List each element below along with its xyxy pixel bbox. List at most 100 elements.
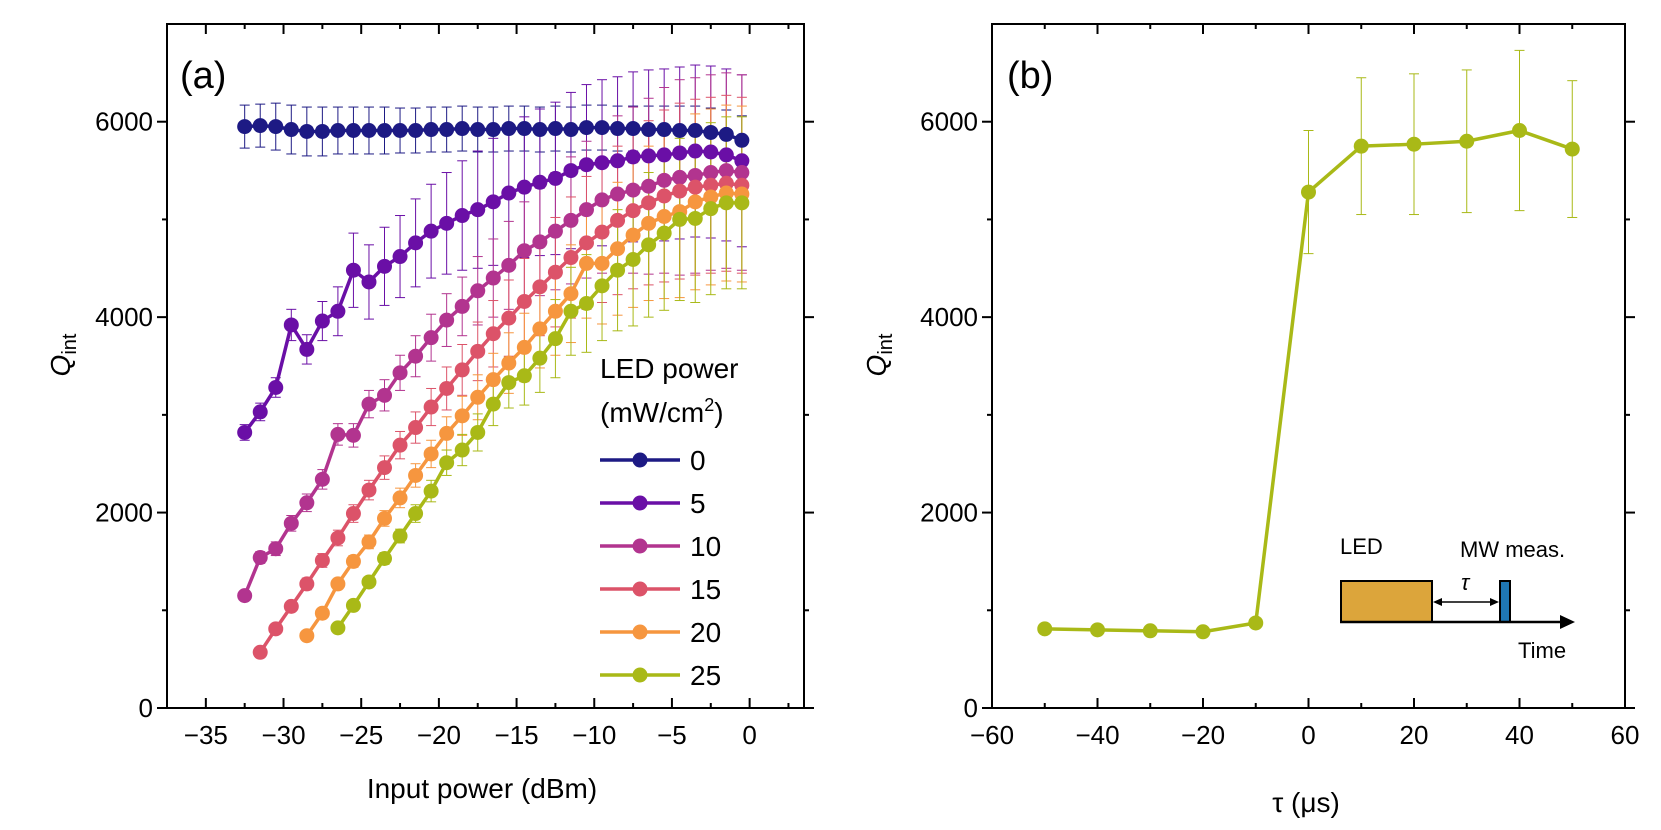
data-point-10 xyxy=(299,495,315,511)
data-point-20 xyxy=(547,303,563,319)
legend-title-line2: (mW/cm2) xyxy=(600,395,724,428)
y-tick-label: 6000 xyxy=(95,107,153,137)
data-point-20 xyxy=(470,389,486,405)
data-point-10 xyxy=(314,471,330,487)
data-point-5 xyxy=(672,145,688,161)
y-tick-label: 0 xyxy=(139,693,153,723)
data-point-5 xyxy=(594,155,610,171)
data-point-10 xyxy=(501,257,517,273)
x-tick-label: 0 xyxy=(742,720,756,750)
data-point-10 xyxy=(408,348,424,364)
data-point-5 xyxy=(345,262,361,278)
data-point-15 xyxy=(610,212,626,228)
legend-marker-10 xyxy=(632,538,648,554)
data-point-0 xyxy=(687,123,703,139)
data-point-0 xyxy=(423,122,439,138)
y-tick-label: 4000 xyxy=(920,302,978,332)
data-point-5 xyxy=(361,274,377,290)
x-tick-label: 60 xyxy=(1611,720,1640,750)
data-point-15 xyxy=(283,598,299,614)
data-point-0 xyxy=(734,132,750,148)
data-point-20 xyxy=(594,255,610,271)
x-tick-label: 0 xyxy=(1301,720,1315,750)
data-point-10 xyxy=(485,270,501,286)
data-point-0 xyxy=(703,124,719,140)
data-point-5 xyxy=(610,153,626,169)
panel-b-error-bars xyxy=(1303,49,1578,255)
data-point-10 xyxy=(687,167,703,183)
data-point-25 xyxy=(656,225,672,241)
data-point-15 xyxy=(641,195,657,211)
data-point-20 xyxy=(299,628,315,644)
data-point-15 xyxy=(672,183,688,199)
data-point-5 xyxy=(485,194,501,210)
data-point-5 xyxy=(454,208,470,224)
data-point-5 xyxy=(408,235,424,251)
legend-marker-25 xyxy=(632,667,648,683)
data-point-15 xyxy=(532,279,548,295)
legend-label-10: 10 xyxy=(690,531,721,562)
data-point-5 xyxy=(470,202,486,218)
data-point-5 xyxy=(563,163,579,179)
data-point-15 xyxy=(594,224,610,240)
data-point-25 xyxy=(330,620,346,636)
data-point-5 xyxy=(268,379,284,395)
inset-led-pulse xyxy=(1340,580,1433,623)
legend-title-sup: 2 xyxy=(704,395,714,415)
data-point-0 xyxy=(314,123,330,139)
panel-b-tick-labels: −60 −40 −20 0 20 40 60 0 2000 4000 6000 xyxy=(920,107,1639,750)
data-point-15 xyxy=(439,380,455,396)
panel-b-label: (b) xyxy=(1007,55,1053,97)
panel-b-ticks xyxy=(982,24,1635,709)
x-tick-label: −35 xyxy=(184,720,228,750)
data-point-0 xyxy=(625,121,641,137)
data-point-20 xyxy=(687,194,703,210)
data-point-25 xyxy=(1512,123,1527,139)
data-point-25 xyxy=(377,550,393,566)
data-point-10 xyxy=(594,192,610,208)
inset-time-label: Time xyxy=(1518,638,1566,663)
data-point-25 xyxy=(563,303,579,319)
data-point-10 xyxy=(283,515,299,531)
data-point-20 xyxy=(625,227,641,243)
data-point-5 xyxy=(283,317,299,333)
data-point-10 xyxy=(718,163,734,179)
data-point-25 xyxy=(516,368,532,384)
data-point-5 xyxy=(237,424,253,440)
data-point-0 xyxy=(718,126,734,142)
data-point-15 xyxy=(470,343,486,359)
panel-b-ylabel: Qint xyxy=(861,333,897,376)
data-point-10 xyxy=(361,396,377,412)
data-point-15 xyxy=(392,437,408,453)
data-point-15 xyxy=(330,530,346,546)
data-point-25 xyxy=(470,424,486,440)
data-point-5 xyxy=(532,174,548,190)
data-point-10 xyxy=(563,212,579,228)
data-point-15 xyxy=(361,482,377,498)
data-point-15 xyxy=(547,264,563,280)
data-point-5 xyxy=(423,223,439,239)
data-point-20 xyxy=(439,425,455,441)
data-point-25 xyxy=(547,331,563,347)
data-point-0 xyxy=(485,122,501,138)
data-point-0 xyxy=(516,121,532,137)
data-point-25 xyxy=(1353,138,1369,154)
data-point-15 xyxy=(625,203,641,219)
data-point-0 xyxy=(268,119,284,135)
data-point-10 xyxy=(330,426,346,442)
data-point-0 xyxy=(330,123,346,139)
data-point-10 xyxy=(547,223,563,239)
legend-entries: 0 5 10 15 20 25 xyxy=(600,445,721,691)
data-point-25 xyxy=(1301,184,1316,200)
data-point-25 xyxy=(1037,621,1053,637)
data-point-25 xyxy=(361,574,377,590)
panel-a-label: (a) xyxy=(180,55,226,97)
data-point-15 xyxy=(252,644,268,660)
data-point-10 xyxy=(237,588,253,604)
data-point-15 xyxy=(687,179,703,195)
legend-marker-15 xyxy=(632,581,648,597)
data-point-25 xyxy=(1142,623,1158,639)
data-point-5 xyxy=(392,249,408,265)
data-point-15 xyxy=(703,177,719,193)
